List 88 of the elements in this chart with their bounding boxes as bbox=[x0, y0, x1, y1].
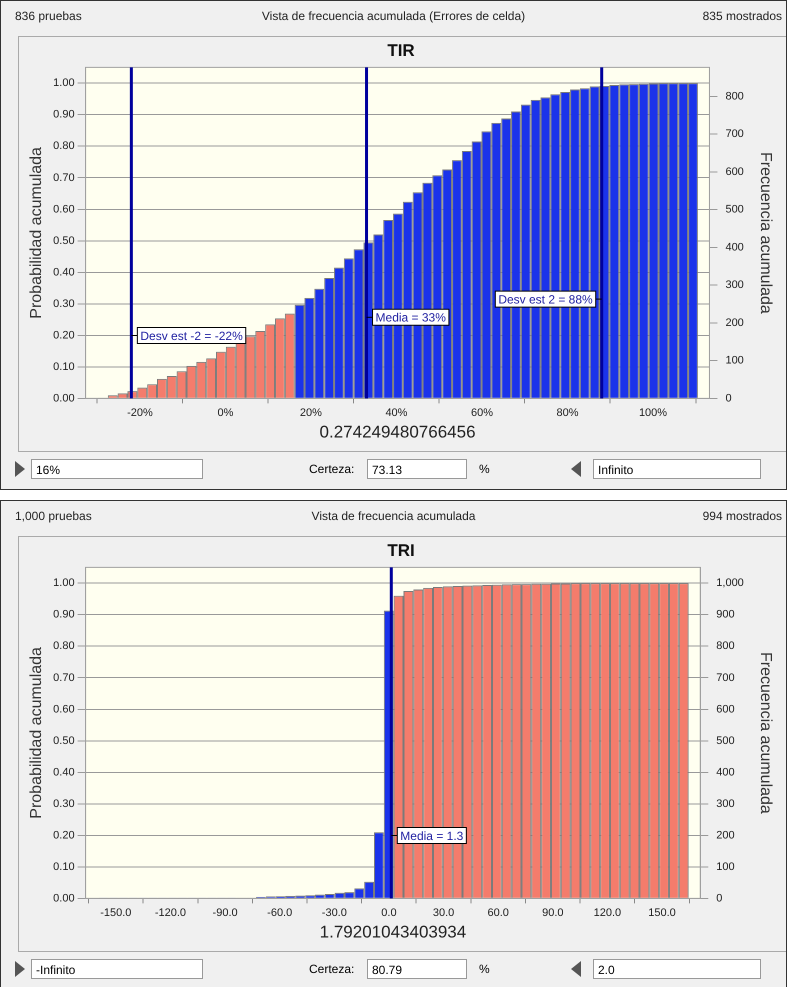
y2-tick-label: 500 bbox=[716, 734, 735, 747]
text-field: 2.0 bbox=[593, 959, 761, 979]
ref-line-label: Media = 33% bbox=[376, 310, 446, 325]
ref-line-label: Desv est 2 = 88% bbox=[498, 292, 594, 306]
y-tick-label: 0.70 bbox=[53, 672, 75, 684]
y2-tick-label: 800 bbox=[725, 90, 744, 102]
text: 1,000 pruebas bbox=[15, 509, 92, 523]
x-tick-label: -60.0 bbox=[267, 907, 292, 920]
y-tick-label: 0.40 bbox=[53, 766, 75, 778]
x-tick-label: 90.0 bbox=[542, 907, 564, 920]
y2-tick-label: 900 bbox=[716, 608, 735, 621]
x-tick-label: 80% bbox=[556, 407, 579, 420]
text: Certeza: bbox=[309, 462, 354, 476]
y-tick-label: 0.50 bbox=[53, 734, 75, 747]
ref-line-label: Desv est -2 = -22% bbox=[140, 328, 244, 343]
text: 836 pruebas bbox=[15, 9, 82, 23]
chart-subtitle: Vista de frecuencia acumulada (Errores de celda) bbox=[262, 9, 526, 23]
text-field: Infinito bbox=[593, 459, 761, 479]
x-tick-label: 40% bbox=[385, 407, 408, 420]
y2-tick-label: 500 bbox=[725, 204, 744, 216]
x-tick-label: 30.0 bbox=[432, 907, 454, 920]
y-tick-label: 0.20 bbox=[53, 829, 75, 842]
y2-tick-label: 100 bbox=[716, 860, 735, 873]
x-tick-label: -30.0 bbox=[322, 907, 347, 920]
y-tick-label: 0.50 bbox=[53, 234, 75, 247]
y-tick-label: 0.40 bbox=[53, 266, 75, 278]
y2-tick-label: 400 bbox=[716, 766, 735, 778]
text-field: -Infinito bbox=[31, 959, 203, 979]
y2-tick-label: 600 bbox=[716, 703, 735, 716]
y-tick-label: 0.30 bbox=[53, 298, 75, 310]
x-tick-label: -90.0 bbox=[212, 907, 238, 920]
y-tick-label: 0.90 bbox=[53, 108, 75, 121]
text: Certeza: bbox=[309, 962, 354, 976]
y2-tick-label: 300 bbox=[725, 279, 744, 292]
x-tick-label: 100% bbox=[638, 407, 668, 420]
y-tick-label: 0.90 bbox=[53, 608, 75, 621]
y2-axis-title: Frecuencia acumulada bbox=[756, 652, 774, 814]
y-tick-label: 1.00 bbox=[53, 577, 75, 590]
x-tick-label: 60% bbox=[470, 407, 494, 420]
y-tick-label: 0.30 bbox=[53, 798, 75, 810]
y2-tick-label: 300 bbox=[716, 798, 735, 810]
y2-tick-label: 400 bbox=[725, 241, 744, 254]
x-tick-label: 20% bbox=[300, 407, 322, 420]
y-tick-label: 0.80 bbox=[53, 140, 75, 152]
y-tick-label: 1.00 bbox=[53, 77, 75, 90]
chart-title: TIR bbox=[387, 40, 415, 60]
x-axis-title: 0.274249480766456 bbox=[320, 422, 476, 442]
chart-subtitle: Vista de frecuencia acumulada bbox=[312, 509, 476, 523]
ref-line-label: Media = 1.3 bbox=[400, 828, 464, 843]
y-axis-title: Probabilidad acumulada bbox=[28, 646, 46, 819]
y2-tick-label: 700 bbox=[725, 128, 744, 140]
text: % bbox=[479, 462, 490, 476]
y-tick-label: 0.10 bbox=[53, 360, 75, 373]
y2-tick-label: 700 bbox=[716, 672, 735, 684]
text-field: 73.13 bbox=[367, 459, 467, 479]
x-tick-label: -120.0 bbox=[154, 907, 186, 920]
y-tick-label: 0.80 bbox=[53, 640, 75, 652]
y-tick-label: 0.60 bbox=[53, 703, 75, 716]
y-tick-label: 0.60 bbox=[53, 203, 75, 216]
text: % bbox=[479, 962, 490, 976]
x-tick-label: -150.0 bbox=[100, 907, 132, 920]
y2-tick-label: 200 bbox=[725, 316, 744, 329]
x-tick-label: -20% bbox=[127, 407, 153, 420]
x-tick-label: 0.0 bbox=[381, 907, 397, 920]
x-tick-label: 150.0 bbox=[648, 907, 676, 920]
text: 835 mostrados bbox=[702, 9, 782, 23]
y-tick-label: 0.00 bbox=[53, 892, 75, 904]
text-field: 16% bbox=[31, 459, 203, 479]
y2-tick-label: 0 bbox=[716, 892, 722, 904]
chart-title: TRI bbox=[387, 540, 415, 560]
y2-tick-label: 600 bbox=[725, 166, 744, 178]
y-tick-label: 0.20 bbox=[53, 329, 75, 342]
y2-axis-title: Frecuencia acumulada bbox=[756, 152, 774, 314]
y2-tick-label: 200 bbox=[716, 829, 735, 842]
y-tick-label: 0.70 bbox=[53, 172, 75, 184]
y-tick-label: 0.00 bbox=[53, 392, 75, 404]
x-tick-label: 0% bbox=[217, 407, 234, 420]
x-tick-label: 60.0 bbox=[487, 907, 509, 920]
text-field: 80.79 bbox=[367, 959, 467, 979]
x-tick-label: 120.0 bbox=[594, 907, 622, 920]
y-tick-label: 0.10 bbox=[53, 860, 75, 873]
y2-tick-label: 0 bbox=[725, 392, 732, 404]
y2-tick-label: 1,000 bbox=[716, 577, 744, 590]
x-axis-title: 1.79201043403934 bbox=[320, 922, 466, 942]
y2-tick-label: 100 bbox=[725, 354, 744, 367]
y-axis-title: Probabilidad acumulada bbox=[28, 146, 46, 319]
text: 994 mostrados bbox=[702, 509, 782, 523]
y2-tick-label: 800 bbox=[716, 640, 735, 652]
